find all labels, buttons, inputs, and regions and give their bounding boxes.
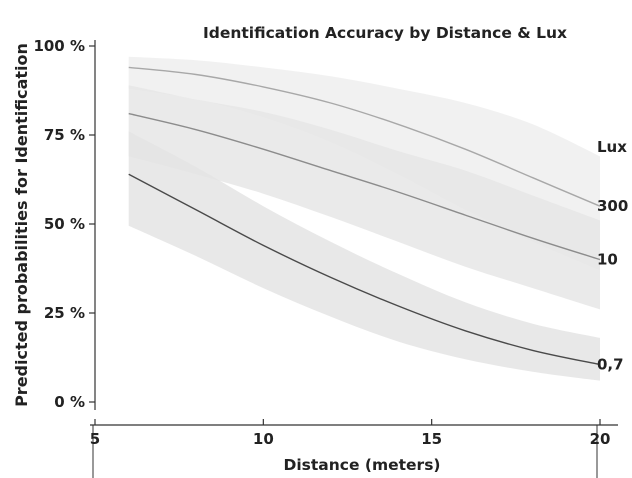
series-line-3 [128,173,601,366]
x-tick-label: 10 [253,430,274,448]
axes [90,40,618,478]
series-lines [128,66,601,366]
series-line-1 [128,66,601,207]
y-tick-label: 0 % [54,393,85,411]
y-tick-label: 100 % [33,37,85,55]
confidence-bands [128,56,600,381]
series-label-2: 10 [597,251,618,269]
confidence-band-3 [128,131,600,381]
x-tick-labels: 5 10 15 20 [90,419,611,448]
series-label-3: 0,7 [597,356,624,374]
legend-title: Lux [597,138,627,156]
series-end-labels: 300 10 0,7 [597,197,628,373]
y-tick-labels: 0 % 25 % 50 % 75 % 100 % [33,37,95,411]
x-axis-label: Distance (meters) [283,456,440,474]
x-tick-label: 15 [421,430,442,448]
y-tick-label: 25 % [44,304,85,322]
series-line-2 [128,112,601,261]
y-tick-label: 75 % [44,126,85,144]
confidence-band-2 [128,85,600,310]
chart-title: Identification Accuracy by Distance & Lu… [203,24,567,42]
y-tick-label: 50 % [44,215,85,233]
x-tick-label: 5 [90,430,100,448]
series-label-1: 300 [597,197,628,215]
x-tick-label: 20 [590,430,611,448]
y-axis-label: Predicted probabilities for Identificati… [12,43,31,407]
